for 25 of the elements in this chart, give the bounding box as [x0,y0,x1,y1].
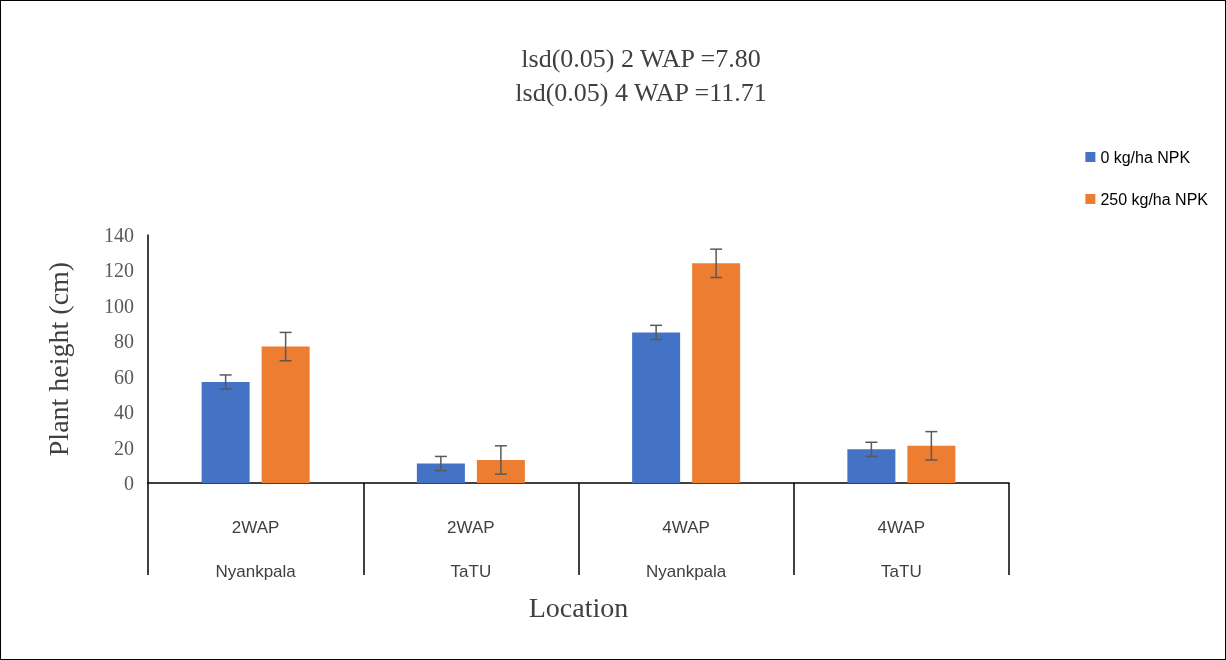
bar [907,445,956,483]
chart-title: lsd(0.05) 2 WAP =7.80 lsd(0.05) 4 WAP =11.71 [515,43,767,107]
category-label: 2WAP TaTU [447,517,495,581]
legend-label: 250 kg/ha NPK [1100,190,1209,208]
category-label: 4WAP Nyankpala [645,517,727,581]
y-tick-label: 0 [124,472,134,494]
y-tick-label: 140 [104,224,134,246]
y-axis-title: Plant height (cm) [42,261,74,457]
bar [416,463,465,483]
bar [261,346,310,483]
category-label: 4WAP TaTU [877,517,926,581]
bar [692,263,741,483]
x-axis-title: Location [528,592,629,624]
y-tick-label: 80 [114,330,134,353]
bar [632,332,681,483]
legend-label: 0 kg/ha NPK [1100,148,1191,166]
bar [476,459,525,483]
y-tick-label: 120 [104,259,134,282]
y-tick-label: 20 [114,436,134,459]
bar [847,449,896,483]
bar [201,382,250,483]
category-label: 2WAP Nyankpala [215,517,296,581]
y-tick-label: 100 [104,294,134,317]
y-tick-label: 60 [114,365,134,388]
y-tick-label: 40 [114,401,134,424]
